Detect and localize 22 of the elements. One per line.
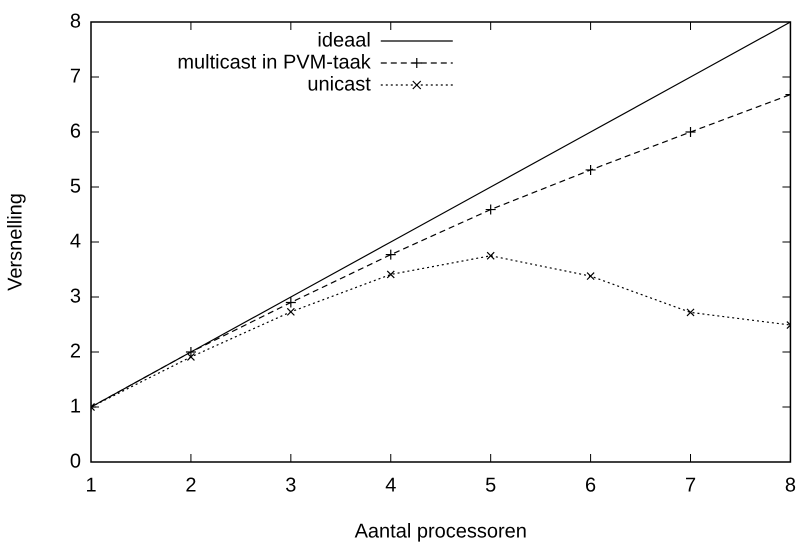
x-tick-label: 4 <box>385 474 396 497</box>
x-axis-title: Aantal processoren <box>354 520 527 543</box>
legend-label: unicast <box>307 74 372 96</box>
y-tick-label: 0 <box>70 450 81 473</box>
x-tick-label: 7 <box>684 474 696 497</box>
x-tick-label: 2 <box>185 474 196 497</box>
y-axis-title: Versnelling <box>4 193 27 291</box>
legend-label: multicast in PVM-taak <box>177 52 372 74</box>
y-tick-label: 5 <box>70 176 81 198</box>
y-tick-label: 8 <box>70 10 81 33</box>
y-tick-label: 3 <box>70 286 81 308</box>
x-tick-label: 1 <box>85 474 97 497</box>
y-tick-label: 2 <box>70 340 81 363</box>
x-tick-label: 5 <box>485 474 496 497</box>
x-tick-label: 6 <box>585 474 596 497</box>
y-tick-label: 7 <box>70 66 81 88</box>
x-tick-label: 3 <box>285 474 296 497</box>
y-tick-label: 1 <box>70 396 81 418</box>
x-tick-label: 8 <box>784 474 796 497</box>
y-tick-label: 4 <box>70 230 81 253</box>
legend-label: ideaal <box>317 30 371 52</box>
y-tick-label: 6 <box>70 120 81 143</box>
